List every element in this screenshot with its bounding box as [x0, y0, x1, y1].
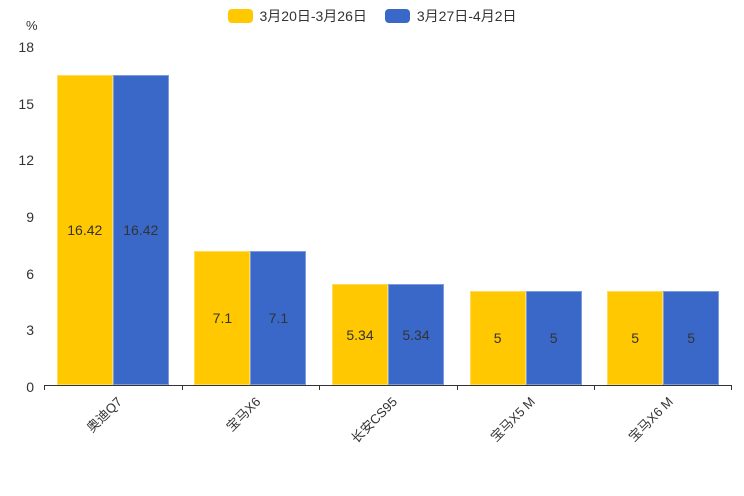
y-axis-tick-label: 0 [26, 379, 34, 395]
bar-value-label: 16.42 [67, 221, 103, 238]
legend-swatch [384, 9, 410, 23]
legend-item-0[interactable]: 3月20日-3月26日 [227, 6, 367, 26]
bar-group-1: 7.1 7.1 [182, 250, 320, 385]
x-axis-category-label: 宝马X5 M [487, 394, 539, 445]
x-axis-tick [181, 385, 183, 390]
x-axis-category-label: 宝马X6 M [625, 394, 676, 445]
bar-series-1-category-2: 5.34 [387, 284, 444, 385]
bar-series-0-category-4: 5 [607, 290, 664, 385]
bar-series-1-category-4: 5 [663, 290, 720, 385]
bar-value-label: 5 [687, 329, 696, 346]
bar-series-1-category-3: 5 [525, 290, 582, 385]
y-axis-unit: % [26, 18, 38, 33]
bar-series-0-category-2: 5.34 [331, 284, 388, 385]
y-axis-tick-label: 12 [18, 152, 34, 169]
bar-value-label: 5.34 [346, 326, 374, 343]
x-axis-tick [44, 385, 45, 390]
x-axis-tick [319, 385, 321, 390]
x-axis-tick [456, 385, 458, 390]
bar-value-label: 5 [493, 329, 502, 346]
x-axis-category-label: 奥迪Q7 [84, 394, 126, 436]
plot-area: 16.42 16.42 奥迪Q7 7.1 7.1 宝马X6 5.34 5.34 长安CS95 5 5… [44, 45, 732, 446]
x-axis-tick [594, 385, 596, 390]
legend-item-1[interactable]: 3月27日-4月2日 [384, 6, 517, 26]
bar-value-label: 5 [549, 329, 558, 346]
bar-value-label: 16.42 [123, 221, 159, 238]
y-axis-tick-label: 15 [18, 95, 34, 112]
y-axis-tick-label: 9 [26, 209, 34, 225]
legend-label: 3月27日-4月2日 [416, 8, 517, 24]
bar-group-2: 5.34 5.34 [319, 284, 457, 385]
bar-series-0-category-0: 16.42 [56, 74, 113, 385]
bar-series-0-category-3: 5 [469, 290, 526, 385]
y-axis-tick-label: 3 [26, 322, 34, 339]
bar-value-label: 5 [631, 329, 640, 346]
bar-series-1-category-1: 7.1 [250, 250, 307, 385]
bar-value-label: 7.1 [268, 309, 289, 326]
x-axis-category-label: 宝马X6 [222, 394, 264, 435]
legend-swatch [227, 9, 253, 23]
bar-value-label: 5.34 [402, 326, 430, 343]
x-axis-tick [731, 385, 732, 390]
legend: 3月20日-3月26日 3月27日-4月2日 [0, 6, 744, 26]
bar-series-0-category-1: 7.1 [194, 250, 251, 385]
bar-group-0: 16.42 16.42 [44, 74, 182, 385]
bar-value-label: 7.1 [212, 309, 233, 326]
x-axis-category-label: 长安CS95 [348, 394, 401, 446]
legend-label: 3月20日-3月26日 [259, 8, 367, 24]
bar-series-1-category-0: 16.42 [112, 74, 169, 385]
y-axis-tick-label: 18 [18, 39, 34, 55]
y-axis-tick-label: 6 [26, 265, 34, 282]
